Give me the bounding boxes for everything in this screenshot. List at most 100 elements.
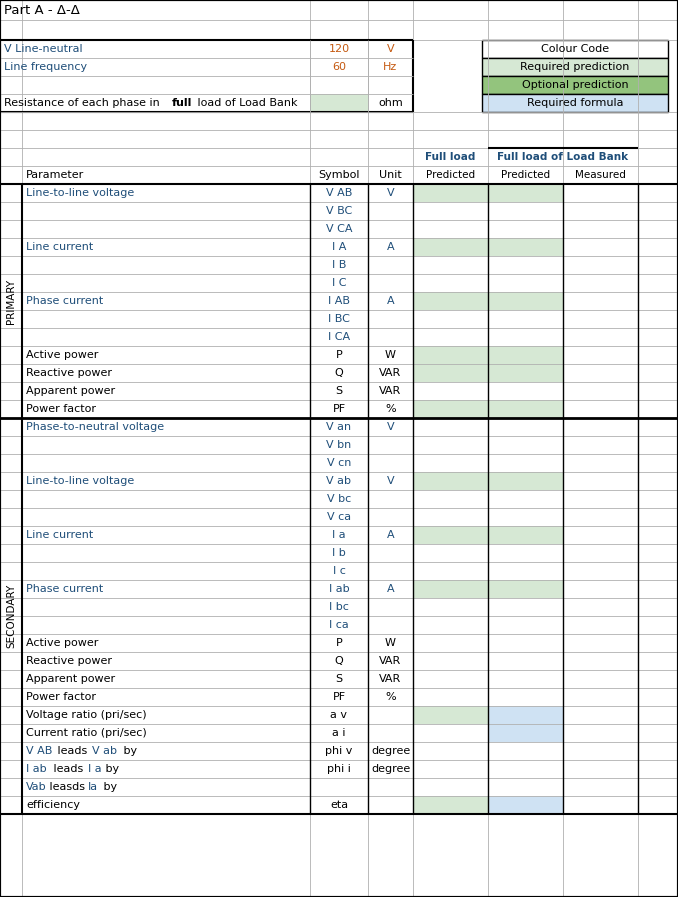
Text: VAR: VAR [380,656,401,666]
Text: V Line-neutral: V Line-neutral [4,44,83,54]
Text: VAR: VAR [380,386,401,396]
Text: Reactive power: Reactive power [26,368,112,378]
Text: load of Load Bank: load of Load Bank [194,98,298,108]
Text: by: by [100,782,117,792]
Text: A: A [386,296,395,306]
Text: PF: PF [332,692,346,702]
Bar [413,364,488,382]
Text: Line frequency: Line frequency [4,62,87,72]
Text: I A: I A [332,242,346,252]
Text: Optional prediction: Optional prediction [521,80,629,90]
Text: Required formula: Required formula [527,98,623,108]
Text: Q: Q [335,368,343,378]
Bar [413,472,488,490]
Text: V AB: V AB [326,188,352,198]
Text: degree: degree [371,764,410,774]
Text: I CA: I CA [328,332,350,342]
Text: Predicted: Predicted [501,170,550,180]
Text: V an: V an [326,422,352,432]
Text: Phase current: Phase current [26,584,103,594]
Text: eta: eta [330,800,348,810]
Text: Power factor: Power factor [26,404,96,414]
Text: PRIMARY: PRIMARY [6,278,16,324]
Text: I ca: I ca [329,620,349,630]
Text: Q: Q [335,656,343,666]
Text: I AB: I AB [328,296,350,306]
Text: VAR: VAR [380,674,401,684]
Text: a v: a v [330,710,348,720]
Text: V: V [386,476,395,486]
Text: Power factor: Power factor [26,692,96,702]
Text: degree: degree [371,746,410,756]
Bar [413,580,488,598]
Text: a i: a i [332,728,346,738]
Text: 60: 60 [332,62,346,72]
Text: PF: PF [332,404,346,414]
Text: V CA: V CA [325,224,353,234]
Text: V: V [386,188,395,198]
Text: V BC: V BC [326,206,352,216]
Bar [488,238,563,256]
Text: Active power: Active power [26,350,98,360]
Text: 120: 120 [328,44,350,54]
Text: P: P [336,350,342,360]
Text: I bc: I bc [329,602,349,612]
Bar [488,796,563,814]
Text: Full load: Full load [425,152,476,162]
Text: Part A - Δ-Δ: Part A - Δ-Δ [4,4,80,16]
Bar [482,76,668,94]
Text: P: P [336,638,342,648]
Text: Line current: Line current [26,242,94,252]
Bar [482,58,668,76]
Text: A: A [386,242,395,252]
Bar [413,292,488,310]
Text: I b: I b [332,548,346,558]
Text: Active power: Active power [26,638,98,648]
Text: Line current: Line current [26,530,94,540]
Bar [488,472,563,490]
Bar [488,706,563,724]
Bar [482,94,668,112]
Text: by: by [102,764,119,774]
Bar [310,94,368,112]
Text: I a: I a [88,764,102,774]
Text: I C: I C [332,278,346,288]
Text: I a: I a [332,530,346,540]
Text: Hz: Hz [383,62,397,72]
Text: V bc: V bc [327,494,351,504]
Bar [488,526,563,544]
Text: Vab: Vab [26,782,47,792]
Text: A: A [386,584,395,594]
Text: V ab: V ab [327,476,351,486]
Bar [488,346,563,364]
Text: V cn: V cn [327,458,351,468]
Bar [413,706,488,724]
Text: V: V [386,422,395,432]
Bar [488,580,563,598]
Text: phi v: phi v [325,746,353,756]
Text: SECONDARY: SECONDARY [6,584,16,649]
Bar [413,184,488,202]
Text: I ab: I ab [329,584,349,594]
Text: Predicted: Predicted [426,170,475,180]
Text: Reactive power: Reactive power [26,656,112,666]
Text: Parameter: Parameter [26,170,84,180]
Text: Apparent power: Apparent power [26,674,115,684]
Text: W: W [385,350,396,360]
Text: Apparent power: Apparent power [26,386,115,396]
Text: Symbol: Symbol [318,170,360,180]
Text: Unit: Unit [379,170,402,180]
Text: ohm: ohm [378,98,403,108]
Bar [413,238,488,256]
Bar [413,526,488,544]
Text: Resistance of each phase in: Resistance of each phase in [4,98,163,108]
Text: %: % [385,404,396,414]
Bar [488,364,563,382]
Text: V bn: V bn [326,440,352,450]
Text: S: S [336,386,342,396]
Text: I B: I B [332,260,346,270]
Text: Line-to-line voltage: Line-to-line voltage [26,476,134,486]
Text: leads: leads [54,746,91,756]
Text: W: W [385,638,396,648]
Text: S: S [336,674,342,684]
